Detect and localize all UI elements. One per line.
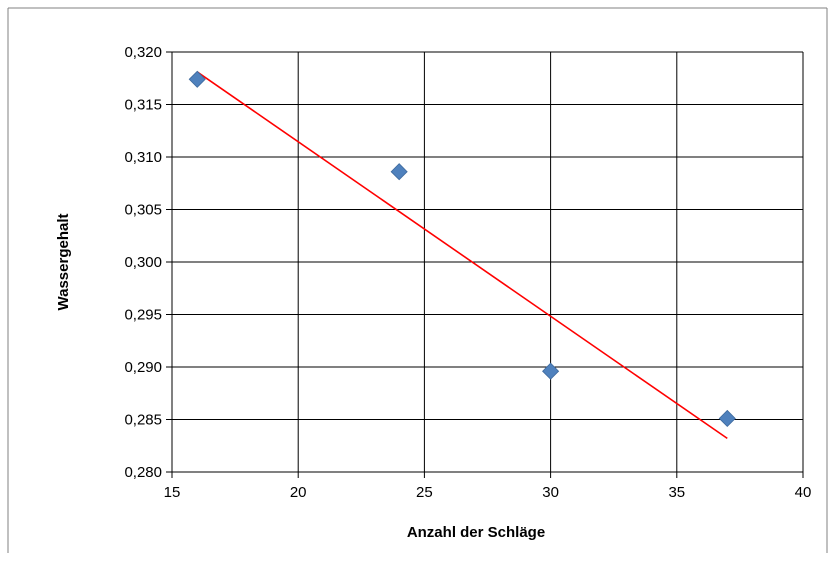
x-axis-title: Anzahl der Schläge <box>407 524 545 541</box>
y-axis-title: Wassergehalt <box>55 214 72 311</box>
y-tick-label: 0,320 <box>124 44 162 61</box>
linear-trendline <box>196 71 728 440</box>
x-tick-label: 30 <box>542 484 559 501</box>
x-tick-label: 20 <box>290 484 307 501</box>
grid-lines <box>172 51 804 472</box>
data-point-diamond <box>718 409 736 428</box>
y-tick-label: 0,290 <box>124 359 162 376</box>
x-tick-label: 15 <box>164 484 181 501</box>
data-point-diamond <box>390 163 408 181</box>
y-tick-label: 0,300 <box>124 254 162 271</box>
x-tick-label: 35 <box>668 484 685 501</box>
data-point-diamond <box>542 362 560 380</box>
x-tick-label: 25 <box>416 484 433 501</box>
x-tick-label: 40 <box>795 484 812 501</box>
y-tick-label: 0,310 <box>124 149 162 166</box>
axes <box>166 51 804 478</box>
tick-labels: 0,280 0,285 0,290 0,295 0,300 0,305 0,310 0,315… <box>124 44 811 501</box>
trendline-layer <box>196 71 728 440</box>
y-tick-label: 0,285 <box>124 412 162 429</box>
y-tick-label: 0,280 <box>124 464 162 481</box>
data-points <box>188 70 736 428</box>
data-point-diamond <box>188 70 206 88</box>
y-tick-label: 0,315 <box>124 97 162 114</box>
y-tick-label: 0,295 <box>124 307 162 324</box>
y-tick-label: 0,305 <box>124 202 162 219</box>
